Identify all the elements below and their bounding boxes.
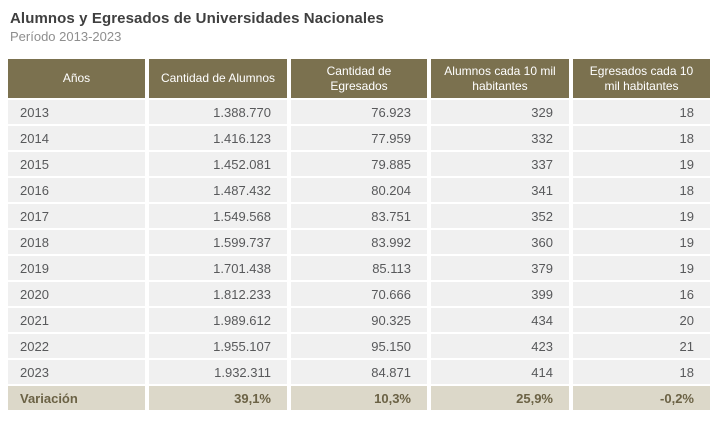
cell-value: 1.416.123 <box>149 126 287 150</box>
column-header-anos: Años <box>8 59 145 98</box>
cell-value: 1.599.737 <box>149 230 287 254</box>
cell-value: 19 <box>573 152 710 176</box>
cell-value: 1.452.081 <box>149 152 287 176</box>
cell-variacion-egresados-10mil: -0,2% <box>573 386 710 410</box>
table-row: 2023 1.932.311 84.871 414 18 <box>8 360 710 384</box>
table-row: 2017 1.549.568 83.751 352 19 <box>8 204 710 228</box>
variacion-row: Variación 39,1% 10,3% 25,9% -0,2% <box>8 386 710 410</box>
cell-value: 434 <box>431 308 569 332</box>
table-row: 2019 1.701.438 85.113 379 19 <box>8 256 710 280</box>
cell-variacion-alumnos-10mil: 25,9% <box>431 386 569 410</box>
cell-value: 80.204 <box>291 178 427 202</box>
cell-year: 2016 <box>8 178 145 202</box>
cell-value: 337 <box>431 152 569 176</box>
table-row: 2020 1.812.233 70.666 399 16 <box>8 282 710 306</box>
cell-value: 1.487.432 <box>149 178 287 202</box>
table-row: 2022 1.955.107 95.150 423 21 <box>8 334 710 358</box>
cell-value: 76.923 <box>291 100 427 124</box>
cell-value: 77.959 <box>291 126 427 150</box>
cell-variacion-egresados: 10,3% <box>291 386 427 410</box>
cell-year: 2021 <box>8 308 145 332</box>
cell-value: 83.992 <box>291 230 427 254</box>
table-row: 2013 1.388.770 76.923 329 18 <box>8 100 710 124</box>
cell-year: 2015 <box>8 152 145 176</box>
table-body: 2013 1.388.770 76.923 329 18 2014 1.416.123 77.… <box>8 100 710 384</box>
cell-value: 83.751 <box>291 204 427 228</box>
cell-value: 19 <box>573 256 710 280</box>
cell-variacion-alumnos: 39,1% <box>149 386 287 410</box>
table-footer: Variación 39,1% 10,3% 25,9% -0,2% <box>8 386 710 410</box>
cell-value: 95.150 <box>291 334 427 358</box>
cell-variacion-label: Variación <box>8 386 145 410</box>
cell-value: 16 <box>573 282 710 306</box>
cell-value: 341 <box>431 178 569 202</box>
cell-year: 2018 <box>8 230 145 254</box>
cell-value: 352 <box>431 204 569 228</box>
cell-value: 1.549.568 <box>149 204 287 228</box>
cell-value: 84.871 <box>291 360 427 384</box>
column-header-alumnos-10mil: Alumnos cada 10 mil habitantes <box>431 59 569 98</box>
cell-year: 2020 <box>8 282 145 306</box>
header-row: Años Cantidad de Alumnos Cantidad de Egr… <box>8 59 710 98</box>
table-row: 2016 1.487.432 80.204 341 18 <box>8 178 710 202</box>
table-row: 2018 1.599.737 83.992 360 19 <box>8 230 710 254</box>
column-header-egresados-10mil: Egresados cada 10 mil habitantes <box>573 59 710 98</box>
table-row: 2015 1.452.081 79.885 337 19 <box>8 152 710 176</box>
cell-value: 1.388.770 <box>149 100 287 124</box>
cell-value: 18 <box>573 178 710 202</box>
cell-value: 1.955.107 <box>149 334 287 358</box>
cell-value: 414 <box>431 360 569 384</box>
table-row: 2021 1.989.612 90.325 434 20 <box>8 308 710 332</box>
cell-value: 1.989.612 <box>149 308 287 332</box>
table-header: Años Cantidad de Alumnos Cantidad de Egr… <box>8 59 710 98</box>
cell-value: 360 <box>431 230 569 254</box>
column-header-cantidad-egresados: Cantidad de Egresados <box>291 59 427 98</box>
page: Alumnos y Egresados de Universidades Nac… <box>4 10 710 412</box>
cell-year: 2014 <box>8 126 145 150</box>
cell-year: 2017 <box>8 204 145 228</box>
cell-value: 423 <box>431 334 569 358</box>
cell-value: 79.885 <box>291 152 427 176</box>
cell-value: 19 <box>573 204 710 228</box>
cell-value: 1.932.311 <box>149 360 287 384</box>
cell-value: 20 <box>573 308 710 332</box>
cell-value: 1.701.438 <box>149 256 287 280</box>
cell-value: 70.666 <box>291 282 427 306</box>
cell-value: 332 <box>431 126 569 150</box>
alumnos-egresados-table: Años Cantidad de Alumnos Cantidad de Egr… <box>4 57 710 412</box>
cell-value: 399 <box>431 282 569 306</box>
cell-value: 85.113 <box>291 256 427 280</box>
cell-value: 21 <box>573 334 710 358</box>
cell-value: 18 <box>573 100 710 124</box>
page-title: Alumnos y Egresados de Universidades Nac… <box>10 10 385 27</box>
column-header-cantidad-alumnos: Cantidad de Alumnos <box>149 59 287 98</box>
cell-year: 2023 <box>8 360 145 384</box>
cell-value: 18 <box>573 126 710 150</box>
cell-value: 19 <box>573 230 710 254</box>
cell-value: 329 <box>431 100 569 124</box>
cell-value: 1.812.233 <box>149 282 287 306</box>
cell-value: 90.325 <box>291 308 427 332</box>
cell-value: 18 <box>573 360 710 384</box>
cell-value: 379 <box>431 256 569 280</box>
table-row: 2014 1.416.123 77.959 332 18 <box>8 126 710 150</box>
cell-year: 2019 <box>8 256 145 280</box>
cell-year: 2013 <box>8 100 145 124</box>
page-subtitle: Período 2013-2023 <box>10 29 122 44</box>
cell-year: 2022 <box>8 334 145 358</box>
